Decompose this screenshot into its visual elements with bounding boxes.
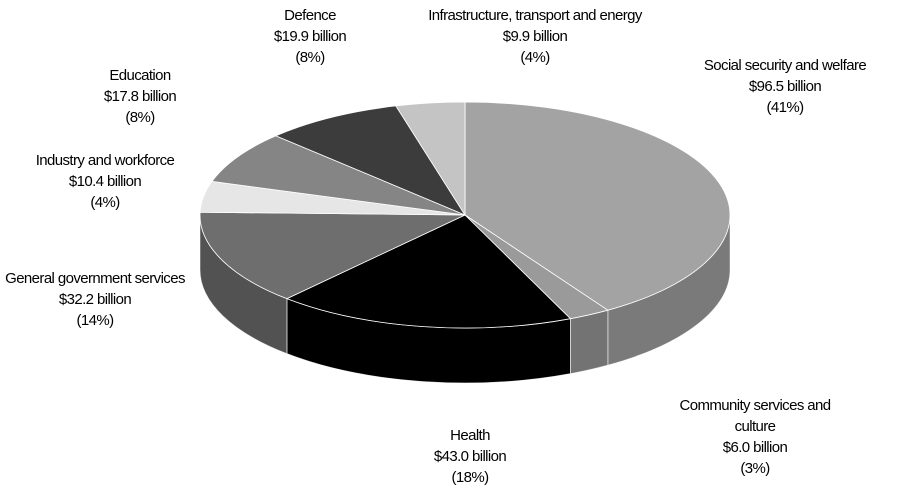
slice-label: Education $17.8 billion (8%) bbox=[65, 65, 215, 128]
slice bbox=[285, 214, 572, 329]
slice bbox=[395, 101, 466, 217]
percent-label: (4%) bbox=[520, 49, 550, 66]
slice-label: Industry and workforce $10.4 billion (4%) bbox=[0, 150, 210, 213]
percent-label: (18%) bbox=[451, 469, 489, 486]
value-label: $43.0 billion bbox=[433, 448, 507, 465]
slice bbox=[274, 105, 467, 216]
category-label: Health bbox=[450, 427, 490, 444]
side-shade bbox=[200, 215, 287, 354]
percent-label: (14%) bbox=[76, 312, 114, 329]
slice bbox=[211, 135, 466, 216]
category-label: Infrastructure, transport and energy bbox=[428, 7, 642, 24]
slice bbox=[199, 211, 466, 300]
slice-label: General government services $32.2 billion… bbox=[5, 268, 185, 331]
value-label: $19.9 billion bbox=[273, 28, 347, 45]
category-label: Community services and culture bbox=[679, 397, 831, 435]
value-label: $96.5 billion bbox=[748, 78, 822, 95]
category-label: Social security and welfare bbox=[703, 57, 867, 74]
category-label: Industry and workforce bbox=[35, 152, 175, 169]
value-label: $6.0 billion bbox=[722, 439, 788, 456]
side-shade bbox=[286, 298, 571, 383]
value-label: $32.2 billion bbox=[58, 291, 132, 308]
category-label: General government services bbox=[5, 270, 185, 287]
slice-label: Infrastructure, transport and energy $9.… bbox=[428, 5, 643, 68]
value-label: $9.9 billion bbox=[502, 28, 568, 45]
slice-label: Social security and welfare $96.5 billion… bbox=[680, 55, 890, 118]
category-label: Education bbox=[109, 67, 171, 84]
side-shade bbox=[570, 310, 608, 374]
percent-label: (3%) bbox=[740, 460, 770, 477]
slice-label: Community services and culture $6.0 billi… bbox=[670, 395, 840, 479]
category-label: Defence bbox=[284, 7, 336, 24]
value-label: $10.4 billion bbox=[68, 173, 142, 190]
percent-label: (41%) bbox=[766, 99, 804, 116]
percent-label: (8%) bbox=[125, 109, 155, 126]
percent-label: (4%) bbox=[90, 194, 120, 211]
value-label: $17.8 billion bbox=[103, 88, 177, 105]
side-shade bbox=[607, 215, 730, 366]
slice bbox=[464, 101, 731, 311]
slice-label: Health $43.0 billion (18%) bbox=[390, 425, 550, 488]
percent-label: (8%) bbox=[295, 49, 325, 66]
slice-label: Defence $19.9 billion (8%) bbox=[250, 5, 370, 68]
